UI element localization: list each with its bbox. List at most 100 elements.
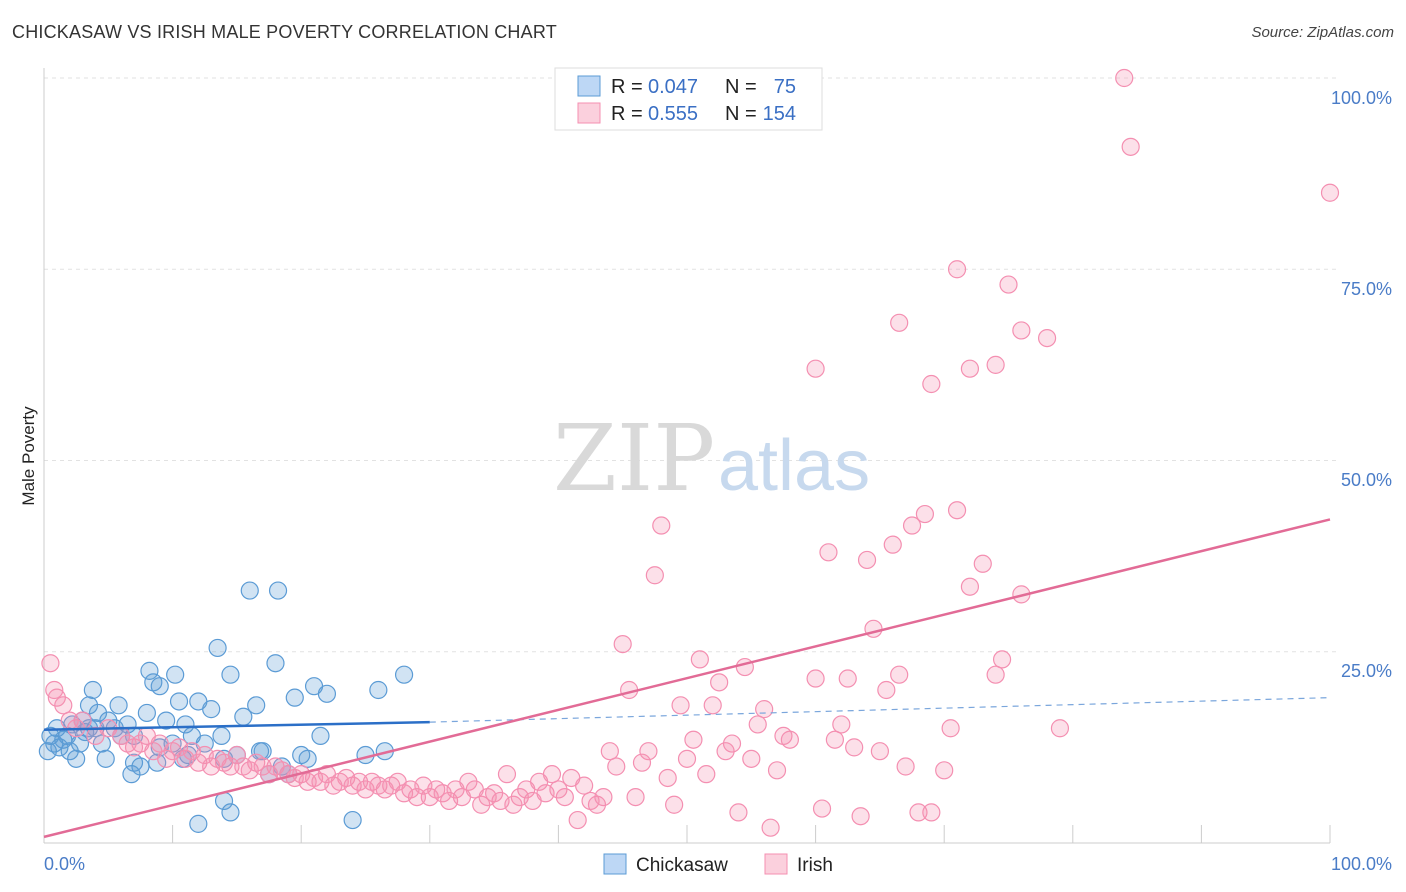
chickasaw-trend-extension [429, 697, 1331, 723]
irish-point [748, 715, 767, 734]
chickasaw-point [298, 749, 317, 768]
chickasaw-point [109, 696, 128, 715]
irish-point [755, 700, 774, 719]
chickasaw-point [266, 654, 285, 673]
bottom-legend-swatch-chickasaw [603, 853, 627, 875]
chickasaw-point [369, 680, 388, 700]
irish-point [41, 654, 60, 673]
irish-point [890, 313, 909, 332]
irish-point [632, 753, 652, 772]
irish-point [947, 260, 967, 279]
series-irish-points [41, 68, 1340, 837]
trend-lines [43, 518, 1331, 839]
legend-r-value: 0.047 [648, 76, 698, 98]
legend-r-label: R = [611, 103, 643, 125]
legend-n-value: 154 [763, 103, 796, 125]
irish-point [960, 359, 980, 378]
legend-r-value: 0.555 [648, 103, 698, 125]
chickasaw-point [202, 700, 221, 719]
irish-point [1115, 68, 1134, 88]
irish-point [742, 749, 761, 768]
irish-point [722, 734, 742, 753]
bottom-legend-label-irish: Irish [797, 855, 833, 876]
chickasaw-point [140, 661, 159, 680]
irish-point [761, 818, 780, 837]
irish-point [947, 501, 967, 520]
irish-point [703, 696, 722, 715]
irish-point [697, 765, 716, 784]
irish-point [832, 715, 851, 734]
irish-point [684, 730, 703, 749]
source-credit: Source: ZipAtlas.com [1251, 24, 1394, 41]
chickasaw-point [343, 810, 362, 830]
irish-point [652, 516, 671, 535]
chickasaw-point [247, 696, 266, 715]
watermark-atlas: atlas [718, 426, 870, 506]
bottom-legend-label-chickasaw: Chickasaw [636, 855, 728, 876]
irish-point [1121, 137, 1140, 156]
irish-point [690, 650, 709, 669]
chickasaw-point [285, 688, 304, 707]
y-axis-label: Male Poverty [19, 406, 38, 506]
chickasaw-point [137, 703, 156, 723]
chickasaw-point [311, 726, 330, 746]
irish-point [941, 719, 960, 738]
chickasaw-point [240, 581, 259, 600]
irish-point [896, 757, 915, 776]
chickasaw-point [212, 726, 231, 746]
irish-point [870, 742, 890, 761]
irish-point [902, 516, 922, 535]
legend-n-label: N = [725, 103, 757, 125]
irish-point [1320, 183, 1340, 202]
irish-point [626, 787, 645, 807]
chickasaw-point [148, 753, 167, 772]
irish-point [960, 577, 980, 596]
x-tick-label-100: 100.0% [1331, 854, 1392, 874]
x-tick-label-0: 0.0% [44, 854, 85, 874]
chickasaw-point [268, 581, 288, 600]
irish-point [613, 634, 632, 654]
irish-point [992, 650, 1012, 669]
irish-point [922, 803, 941, 822]
irish-point [935, 761, 954, 780]
irish-point [594, 787, 613, 807]
irish-point [45, 680, 64, 700]
irish-point [575, 776, 594, 795]
irish-point [890, 665, 909, 684]
chart-title: CHICKASAW VS IRISH MALE POVERTY CORRELAT… [12, 22, 557, 42]
chickasaw-point [317, 684, 337, 703]
chickasaw-point [83, 680, 102, 700]
irish-point [767, 761, 787, 780]
chickasaw-point [96, 749, 115, 768]
irish-point [857, 550, 877, 570]
irish-point [986, 355, 1005, 374]
irish-point [1037, 329, 1057, 348]
irish-point [1050, 719, 1070, 738]
chickasaw-point [253, 742, 272, 761]
axes [43, 68, 1331, 844]
irish-point [825, 730, 844, 749]
irish-point [665, 795, 684, 814]
irish-point [806, 669, 825, 688]
chickasaw-point [189, 814, 208, 833]
chickasaw-point [169, 692, 189, 711]
chickasaw-point [166, 665, 185, 684]
legend-n-value: 75 [774, 76, 796, 98]
irish-point [986, 665, 1005, 684]
irish-point [555, 787, 574, 807]
irish-point [568, 810, 587, 830]
irish-point [645, 566, 664, 585]
irish-point [710, 673, 729, 692]
irish-point [729, 803, 748, 822]
irish-point [999, 275, 1018, 294]
series-chickasaw-points [38, 581, 414, 833]
irish-point [227, 745, 246, 765]
irish-point [922, 374, 941, 394]
irish-point [542, 765, 562, 784]
irish-point [639, 742, 658, 761]
bottom-legend: Chickasaw Irish [603, 853, 833, 876]
y-tick-label-25: 25.0% [1341, 661, 1392, 681]
irish-point [1012, 321, 1031, 340]
irish-trend-line [43, 518, 1331, 839]
